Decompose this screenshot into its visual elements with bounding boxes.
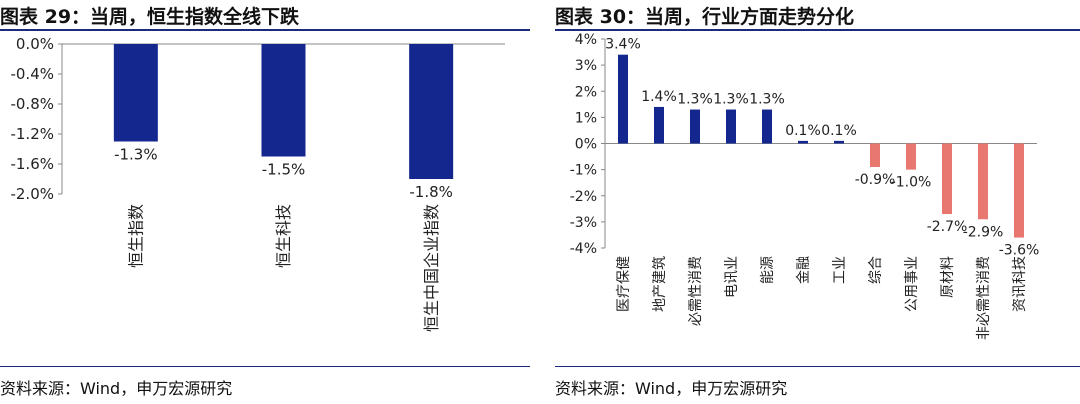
bar (942, 143, 952, 215)
data-label: 1.3% (677, 92, 713, 108)
bar (834, 140, 844, 144)
x-category-label: 能源 (760, 256, 776, 284)
y-tick-label: -0.8% (10, 95, 54, 113)
bar-chart-sectors: 4% 3% 2% 1% 0% -1% -2% -3% -4% 3.4% 医疗保健 1.4% 地产建筑 1.… (570, 32, 1040, 340)
x-category-label: 公用事业 (904, 256, 920, 312)
data-label: 1.4% (641, 89, 677, 105)
data-label: 1.3% (749, 92, 785, 108)
source-note: 资料来源：Wind，申万宏源研究 (555, 379, 788, 398)
x-category-label: 恒生科技 (274, 204, 293, 268)
y-tick-label: -1.6% (10, 155, 54, 173)
y-tick-label: -4% (570, 241, 597, 257)
x-category-label: 必需性消费 (688, 256, 704, 326)
x-category-label: 工业 (832, 256, 848, 284)
y-tick-label: 4% (575, 32, 597, 48)
chart-panel-sectors: 图表 30：当周，行业方面走势分化 4% 3% 2% 1% 0% -1% -2% -3% -4%… (555, 0, 1080, 404)
y-tick-label: -0.4% (10, 65, 54, 83)
y-tick-label: -2.0% (10, 185, 54, 203)
bar (654, 106, 664, 144)
chart-panel-hang-seng-indices: 图表 29：当周，恒生指数全线下跌 0.0% -0.4% -0.8% -1.2% -1.… (0, 0, 530, 404)
bar (978, 143, 988, 220)
chart-title: 图表 29：当周，恒生指数全线下跌 (0, 6, 300, 28)
x-category-label: 综合 (868, 256, 884, 284)
y-tick-label: 3% (575, 58, 597, 74)
data-label: -1.0% (891, 175, 932, 191)
bar (261, 44, 306, 157)
data-label: -2.9% (963, 224, 1004, 240)
y-tick-label: -1.2% (10, 125, 54, 143)
data-label: -0.9% (855, 172, 896, 188)
x-category-label: 恒生中国企业指数 (422, 204, 441, 332)
bar (1014, 143, 1024, 238)
x-category-label: 资讯科技 (1012, 256, 1028, 312)
divider (555, 366, 1080, 367)
y-tick-label: -1% (570, 163, 597, 179)
data-label: -1.5% (262, 161, 306, 179)
title-bar: 图表 30：当周，行业方面走势分化 (555, 0, 1080, 31)
bar (618, 54, 628, 144)
y-tick-label: 1% (575, 110, 597, 126)
x-category-label: 金融 (796, 256, 812, 284)
y-tick-label: -3% (570, 215, 597, 231)
data-label: -3.6% (999, 243, 1040, 259)
bar (409, 44, 454, 179)
x-category-label: 原材料 (940, 256, 956, 298)
x-category-label: 非必需性消费 (976, 256, 992, 340)
bar-chart-indices: 0.0% -0.4% -0.8% -1.2% -1.6% -2.0% -1.3% 恒生指数 -1… (10, 35, 505, 332)
y-tick-label: -2% (570, 189, 597, 205)
y-tick-label: 0.0% (16, 35, 54, 53)
x-category-label: 地产建筑 (652, 256, 668, 312)
source-note: 资料来源：Wind，申万宏源研究 (0, 379, 233, 398)
bar (113, 44, 158, 142)
data-label: 1.3% (713, 92, 749, 108)
x-category-label: 恒生指数 (126, 204, 145, 268)
bar (906, 143, 916, 170)
title-bar: 图表 29：当周，恒生指数全线下跌 (0, 0, 530, 31)
data-label: -2.7% (927, 219, 968, 235)
data-label: 0.1% (785, 123, 821, 139)
y-tick-label: 2% (575, 84, 597, 100)
data-label: 3.4% (605, 37, 641, 53)
bar (762, 109, 772, 144)
chart-title: 图表 30：当周，行业方面走势分化 (555, 6, 855, 28)
bar (726, 109, 736, 144)
data-label: -1.8% (409, 183, 453, 201)
data-label: -1.3% (114, 146, 158, 164)
bar (870, 143, 880, 168)
x-category-label: 电讯业 (724, 256, 740, 298)
y-tick-label: 0% (575, 137, 597, 153)
x-category-label: 医疗保健 (616, 256, 632, 312)
bar (690, 109, 700, 144)
data-label: 0.1% (821, 123, 857, 139)
bar (798, 140, 808, 144)
divider (0, 366, 530, 367)
